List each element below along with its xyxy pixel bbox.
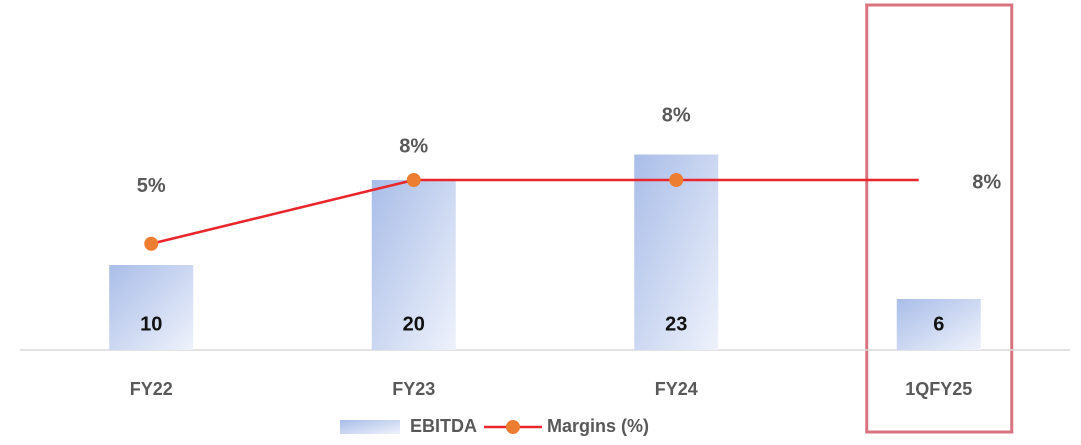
line-value-label: 5% bbox=[137, 175, 166, 197]
legend-marker bbox=[506, 420, 520, 434]
line-value-label: 8% bbox=[399, 135, 428, 157]
bar-value-label: 6 bbox=[933, 313, 944, 335]
bar bbox=[634, 154, 719, 350]
highlight-box bbox=[865, 3, 1014, 434]
line-marker bbox=[144, 236, 159, 251]
legend-swatch bbox=[340, 420, 400, 434]
x-tick-label: FY22 bbox=[130, 379, 173, 399]
line bbox=[150, 178, 919, 245]
line-value-label: 8% bbox=[972, 171, 1001, 193]
bar-value-label: 20 bbox=[403, 313, 425, 335]
line-value-label: 8% bbox=[662, 104, 691, 126]
x-tick-label: 1QFY25 bbox=[905, 379, 972, 399]
x-tick-label: FY23 bbox=[392, 379, 435, 399]
bar bbox=[896, 299, 981, 350]
legend-label: Margins (%) bbox=[547, 416, 649, 436]
bar bbox=[371, 180, 456, 350]
x-tick-label: FY24 bbox=[655, 379, 698, 399]
line-marker bbox=[669, 173, 684, 187]
bar bbox=[109, 265, 194, 350]
bar-value-label: 23 bbox=[665, 313, 687, 335]
line-marker bbox=[406, 173, 421, 187]
legend-label: EBITDA bbox=[410, 416, 477, 436]
bar-value-label: 10 bbox=[140, 313, 162, 335]
